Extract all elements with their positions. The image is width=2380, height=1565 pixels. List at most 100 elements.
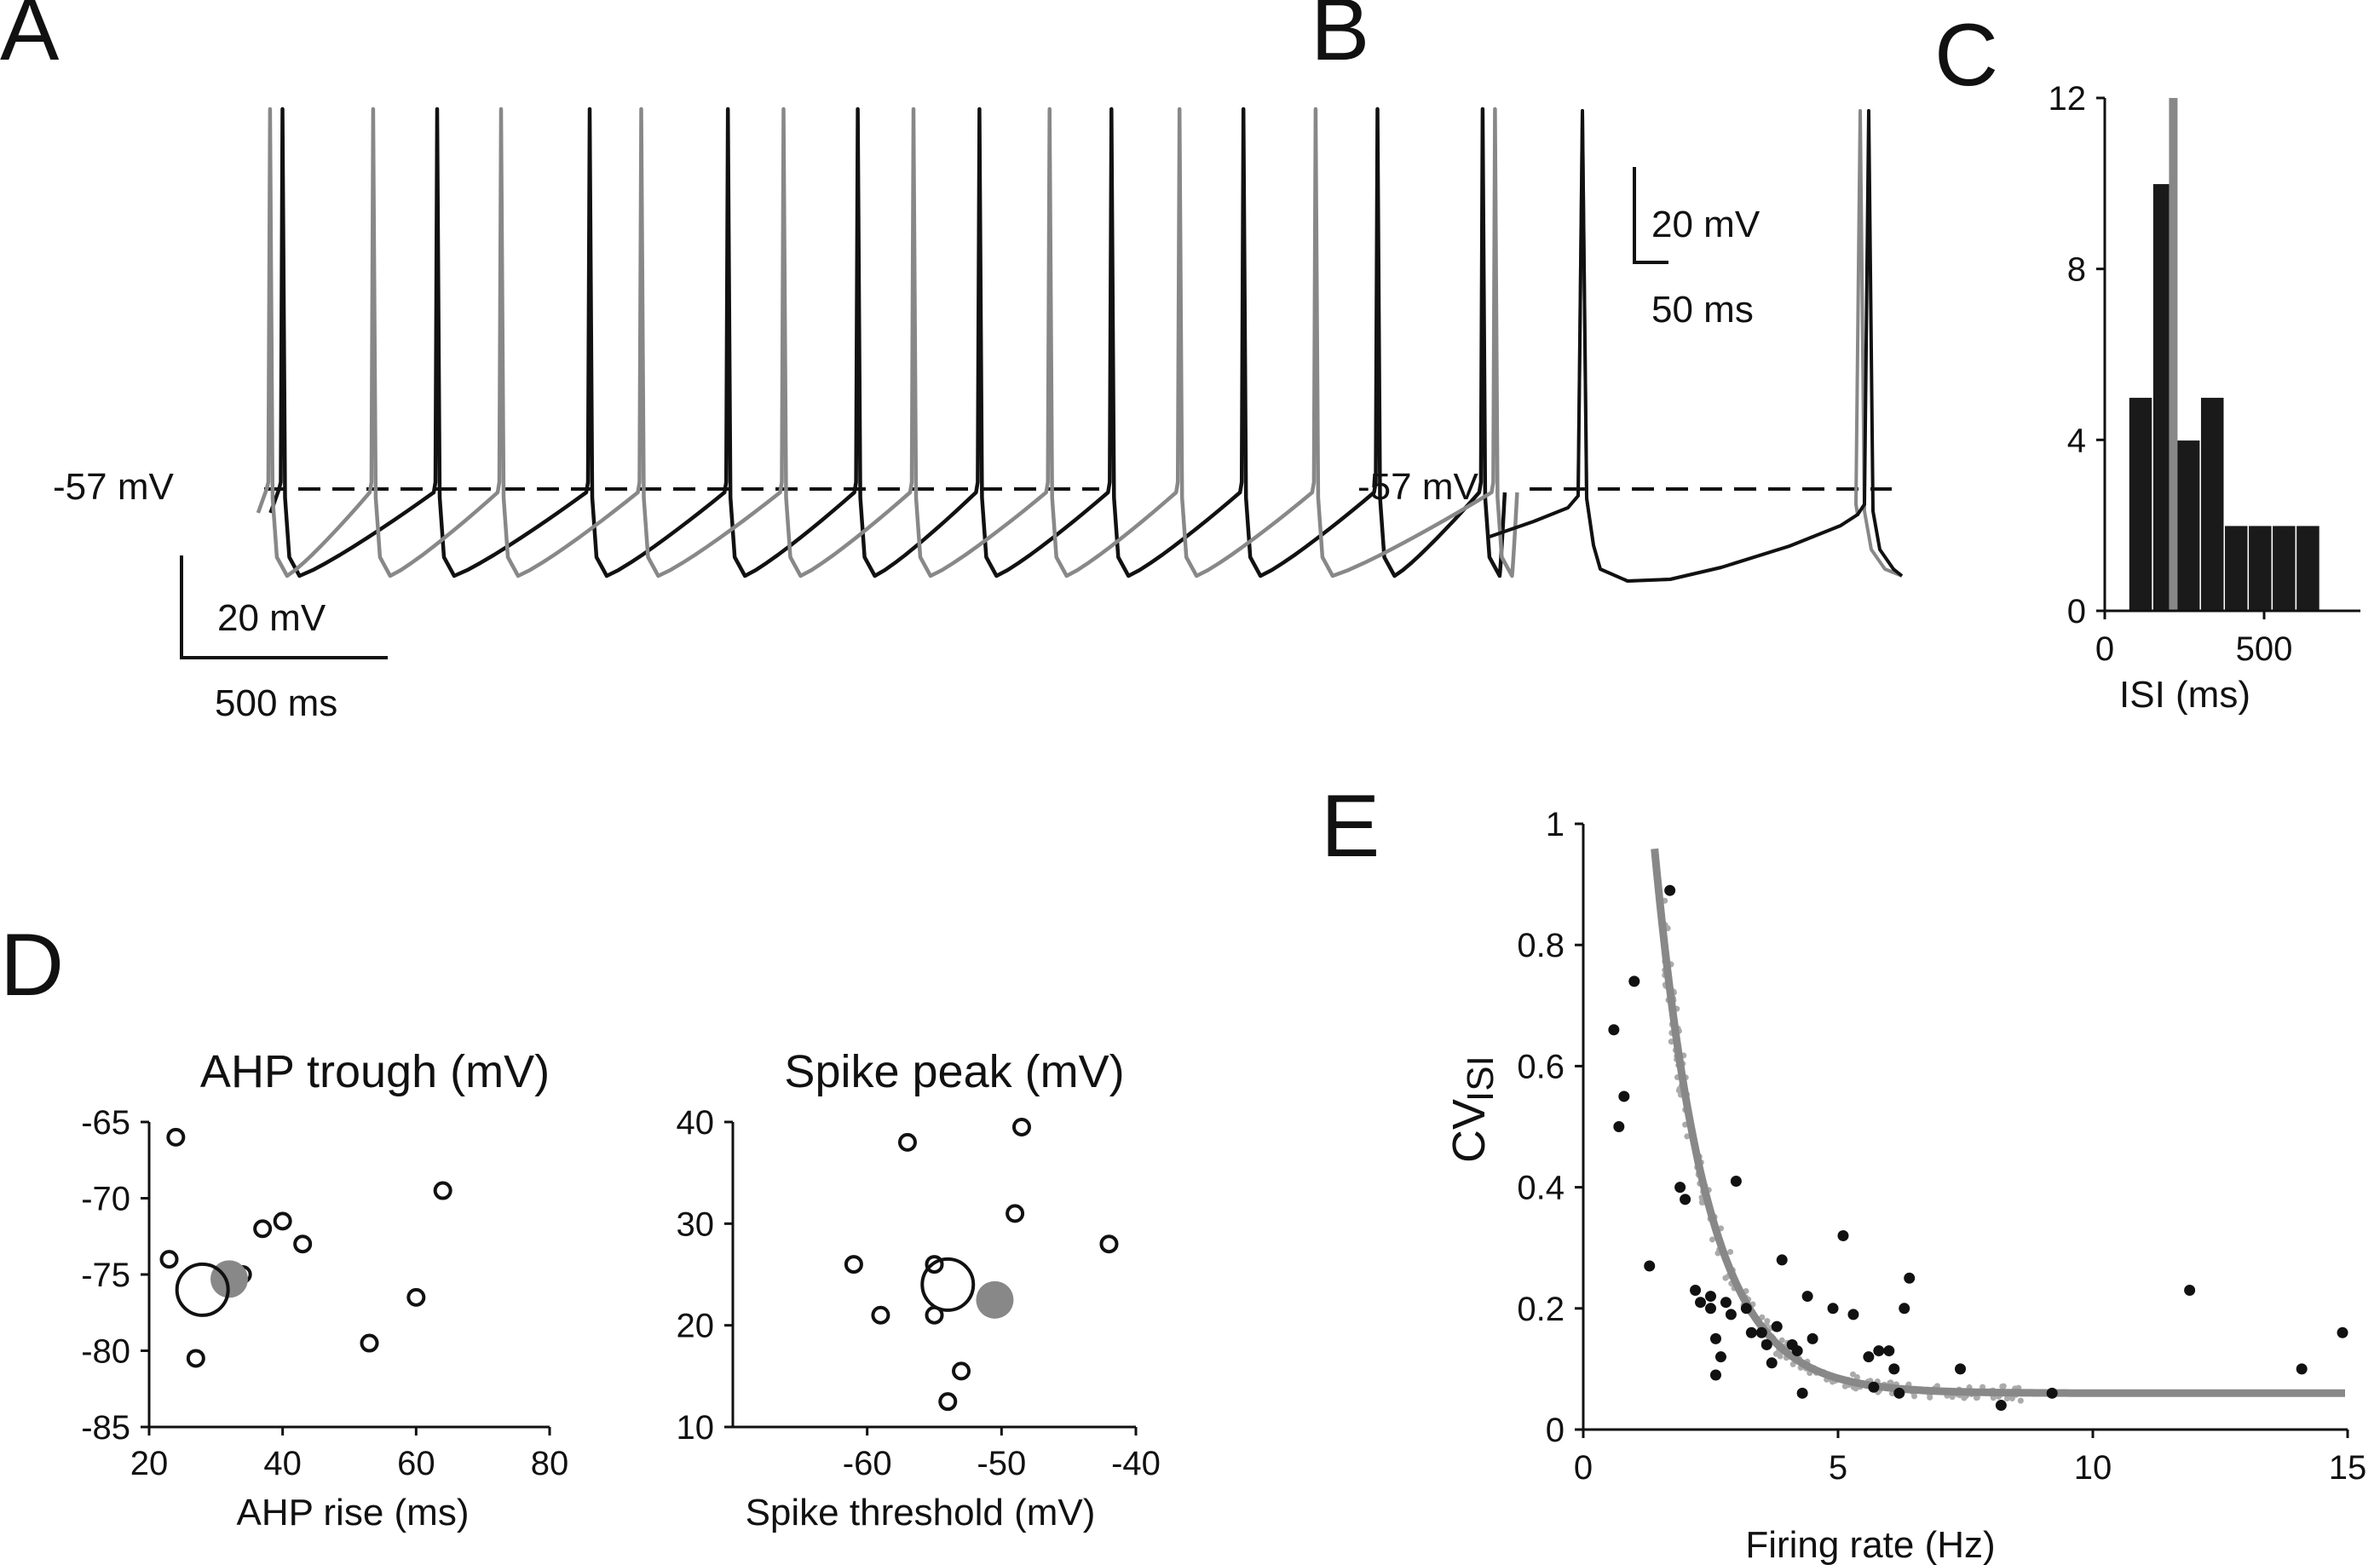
data-point bbox=[1006, 1204, 1025, 1223]
d1-title: AHP trough (mV) bbox=[200, 1046, 550, 1097]
y-tick-label: 10 bbox=[677, 1409, 715, 1447]
panel-d-spike-scatter: Spike peak (mV) Spike threshold (mV) 10 2… bbox=[677, 1046, 1161, 1533]
y-tick-label: -70 bbox=[81, 1181, 130, 1218]
y-tick-label: -75 bbox=[81, 1257, 130, 1294]
y-tick-label: 20 bbox=[677, 1308, 715, 1345]
data-point bbox=[1955, 1363, 1967, 1375]
histogram-bar bbox=[2295, 524, 2321, 612]
data-point bbox=[1618, 1090, 1630, 1102]
model-dot bbox=[1709, 1236, 1715, 1243]
histogram-bar bbox=[2223, 524, 2250, 612]
panel-label-d: D bbox=[0, 916, 64, 1015]
panel-label-c: C bbox=[1934, 6, 1998, 105]
x-tick-label: 60 bbox=[397, 1445, 435, 1482]
data-point bbox=[2046, 1387, 2058, 1399]
y-tick-label: 0.2 bbox=[1517, 1291, 1565, 1328]
y-tick-label: 0.8 bbox=[1517, 927, 1565, 964]
data-point bbox=[2337, 1326, 2348, 1338]
scale-bar-a-voltage: 20 mV bbox=[217, 597, 326, 639]
data-point bbox=[360, 1333, 379, 1353]
data-point bbox=[1740, 1303, 1752, 1315]
y-tick-label: -80 bbox=[81, 1333, 130, 1371]
data-point bbox=[1680, 1194, 1691, 1205]
histogram-bar bbox=[2175, 439, 2201, 612]
data-point bbox=[1720, 1297, 1732, 1309]
data-point bbox=[1761, 1338, 1772, 1350]
panel-label-a: A bbox=[0, 0, 60, 79]
scale-bar-b-time: 50 ms bbox=[1651, 289, 1754, 331]
data-point bbox=[433, 1181, 452, 1200]
model-dot bbox=[1778, 1337, 1785, 1343]
histogram-bar bbox=[2271, 524, 2297, 612]
panel-e-cv-vs-rate: Firing rate (Hz) CV ISI 0 0.2 0.4 0.6 0.8 10 5… bbox=[1444, 806, 2366, 1565]
x-tick-label: -50 bbox=[977, 1445, 1026, 1482]
model-point bbox=[976, 1280, 1014, 1319]
model-dot bbox=[1999, 1383, 2006, 1390]
data-point bbox=[925, 1255, 944, 1274]
data-point bbox=[1674, 1182, 1686, 1194]
model-dot bbox=[1727, 1249, 1734, 1256]
data-point bbox=[1893, 1387, 1905, 1399]
data-point bbox=[1904, 1272, 1916, 1284]
model-dot bbox=[2003, 1395, 2010, 1402]
scale-bar-b: 20 mV 50 ms bbox=[1633, 167, 1761, 331]
trace-black bbox=[268, 106, 1507, 578]
x-tick-label: 0 bbox=[2095, 630, 2114, 668]
data-point bbox=[1837, 1229, 1849, 1241]
fit-curve bbox=[1651, 848, 2347, 1397]
data-point bbox=[1695, 1297, 1707, 1309]
x-tick-label: 20 bbox=[130, 1445, 169, 1482]
panel-label-b: B bbox=[1311, 0, 1369, 79]
y-tick-label: 8 bbox=[2067, 251, 2086, 289]
d2-xlabel: Spike threshold (mV) bbox=[746, 1492, 1096, 1533]
data-point bbox=[2296, 1363, 2308, 1375]
data-point bbox=[1709, 1332, 1721, 1344]
data-point bbox=[159, 1250, 179, 1269]
model-dot bbox=[2017, 1397, 2024, 1404]
y-tick-label: 4 bbox=[2067, 422, 2086, 459]
scale-bar-b-voltage: 20 mV bbox=[1651, 204, 1761, 245]
scale-bar-a: 20 mV 500 ms bbox=[180, 555, 388, 724]
threshold-label-b: -57 mV bbox=[1357, 466, 1478, 508]
data-point bbox=[1888, 1363, 1900, 1375]
model-dot bbox=[1684, 1133, 1691, 1140]
y-tick-label: -85 bbox=[81, 1409, 130, 1447]
x-tick-label: 5 bbox=[1829, 1449, 1847, 1487]
data-point bbox=[1847, 1309, 1859, 1320]
data-point bbox=[1099, 1234, 1119, 1254]
data-point bbox=[1995, 1400, 2007, 1412]
data-point bbox=[1690, 1284, 1702, 1296]
d1-xlabel: AHP rise (ms) bbox=[237, 1492, 470, 1533]
y-tick-label: 12 bbox=[2049, 80, 2087, 118]
y-tick-label: 0.4 bbox=[1517, 1170, 1565, 1207]
y-tick-label: 1 bbox=[1546, 806, 1565, 843]
y-tick-label: -65 bbox=[81, 1104, 130, 1142]
panel-c-isi-histogram: 0 4 8 12 0 500 ISI (ms) bbox=[2049, 80, 2360, 716]
trace-gray bbox=[256, 106, 1519, 578]
mean-point bbox=[175, 1262, 230, 1317]
voltage-traces-a bbox=[256, 106, 1519, 578]
data-point bbox=[1705, 1291, 1716, 1303]
scale-bar-a-time: 500 ms bbox=[215, 682, 337, 724]
e-ylabel-sub: ISI bbox=[1460, 1056, 1501, 1102]
data-point bbox=[1766, 1357, 1778, 1369]
mean-point bbox=[920, 1257, 976, 1312]
e-xlabel: Firing rate (Hz) bbox=[1745, 1524, 1995, 1565]
data-point bbox=[1705, 1303, 1716, 1315]
data-point bbox=[1899, 1303, 1910, 1315]
data-point bbox=[1613, 1121, 1625, 1132]
y-tick-label: 30 bbox=[677, 1205, 715, 1243]
panel-label-e: E bbox=[1321, 777, 1380, 876]
data-point bbox=[1608, 1024, 1620, 1036]
x-tick-label: 10 bbox=[2074, 1449, 2112, 1487]
x-tick-label: 0 bbox=[1574, 1449, 1593, 1487]
data-point bbox=[1807, 1332, 1818, 1344]
data-point bbox=[1745, 1326, 1757, 1338]
trace-gray bbox=[1489, 109, 1903, 583]
voltage-traces-b bbox=[1489, 109, 1904, 583]
y-tick-label: 0.6 bbox=[1517, 1048, 1565, 1085]
data-point bbox=[273, 1211, 292, 1231]
data-point bbox=[2184, 1284, 2196, 1296]
e-ylabel-main: CV bbox=[1444, 1099, 1495, 1163]
